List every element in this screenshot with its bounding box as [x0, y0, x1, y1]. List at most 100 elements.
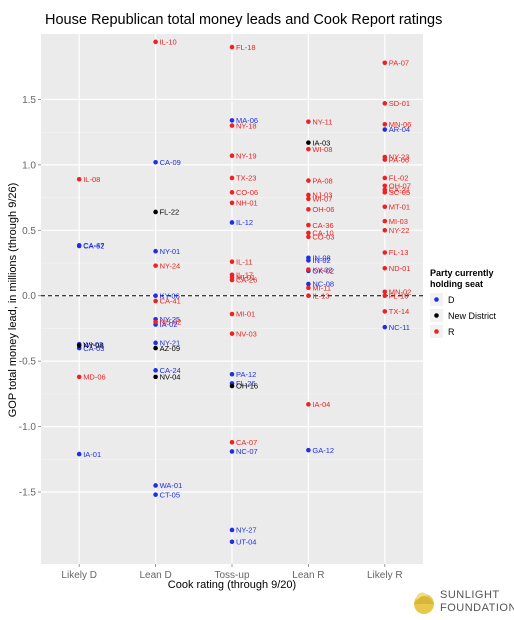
point-label: NC-07: [236, 447, 258, 456]
point-label: CA-07: [236, 438, 257, 447]
data-point: [229, 200, 235, 206]
point-label: IN-02: [312, 256, 330, 265]
point-label: TX-23: [236, 174, 256, 183]
point-label: CT-05: [160, 490, 180, 499]
data-point: [229, 153, 235, 159]
point-label: IL-10: [160, 38, 177, 47]
data-point: [229, 220, 235, 225]
point-label: FL-13: [389, 248, 409, 257]
data-point: [306, 267, 311, 272]
data-point: [153, 298, 158, 304]
point-label: NC-11: [389, 323, 410, 332]
chart-title: House Republican total money leads and C…: [45, 12, 442, 28]
legend-entry-label: R: [448, 327, 455, 337]
data-point: [153, 483, 158, 488]
point-label: IA-02: [160, 320, 178, 329]
point-label: MT-01: [389, 202, 410, 211]
point-label: NY-21: [160, 339, 181, 348]
point-label: MN-02: [389, 288, 412, 297]
point-label: MI-01: [236, 310, 255, 319]
point-label: CA-09: [160, 158, 181, 167]
point-label: NY-27: [236, 526, 257, 535]
point-label: NY-24: [160, 261, 181, 270]
data-point: [382, 204, 388, 210]
data-point: [153, 159, 158, 165]
point-label: OH-07: [389, 182, 411, 191]
data-point: [306, 119, 311, 124]
data-point: [382, 289, 388, 295]
point-label: IA-03: [312, 138, 330, 147]
point-label: WI-08: [312, 145, 332, 154]
data-point: [382, 265, 388, 271]
point-label: OK-02: [312, 267, 334, 276]
point-label: ND-01: [389, 264, 411, 273]
y-axis-label: GOP total money lead, in millions (throu…: [7, 183, 19, 418]
data-point: [153, 368, 158, 373]
point-label: WI-03: [83, 340, 103, 349]
data-point: [229, 371, 235, 377]
point-label: IL-12: [236, 218, 253, 227]
legend-swatch: [434, 297, 439, 302]
data-point: [229, 175, 235, 181]
data-point: [229, 383, 235, 389]
point-label: IL-11: [236, 257, 253, 266]
data-point: [153, 374, 158, 380]
data-point: [306, 230, 311, 236]
brand-line2: FOUNDATION: [440, 602, 514, 614]
point-label: MI-01: [236, 273, 255, 282]
data-point: [382, 183, 388, 189]
data-point: [306, 196, 311, 202]
point-label: OH-06: [312, 205, 334, 214]
data-point: [382, 309, 388, 314]
point-label: OH-16: [236, 382, 258, 391]
point-label: CA-47: [83, 241, 104, 250]
data-point: [153, 39, 158, 45]
data-point: [229, 449, 235, 454]
data-point: [382, 190, 388, 195]
x-tick-label: Likely R: [367, 570, 403, 581]
point-label: UT-04: [236, 537, 256, 546]
point-label: CA-24: [160, 366, 181, 375]
brand-line1: SUNLIGHT: [440, 589, 500, 601]
data-point: [306, 285, 311, 291]
point-label: NY-01: [160, 247, 181, 256]
point-label: WI-07: [312, 195, 332, 204]
point-label: GA-12: [312, 446, 334, 455]
point-label: PA-07: [389, 58, 409, 67]
data-point: [306, 258, 311, 263]
point-label: MI-11: [312, 284, 331, 293]
x-axis-ticks: Likely D Lean D Toss-up Lean R Likely R: [61, 564, 403, 581]
point-label: KY-02: [312, 265, 332, 274]
data-point: [229, 439, 235, 445]
data-point: [229, 44, 235, 50]
point-label: FL-02: [389, 174, 409, 183]
point-label: IL-08: [83, 175, 100, 184]
point-label: NH-02: [160, 318, 182, 327]
point-label: NY-08: [83, 341, 104, 350]
point-label: MN-06: [389, 120, 412, 129]
point-label: CA-36: [312, 221, 333, 230]
point-label: IL-13: [312, 291, 329, 300]
point-label: IA-04: [312, 400, 330, 409]
point-label: MD-06: [83, 373, 106, 382]
data-point: [229, 527, 235, 533]
data-point: [229, 311, 235, 317]
data-point: [229, 118, 235, 123]
legend-swatch: [434, 329, 439, 334]
data-point: [306, 402, 311, 407]
data-point: [306, 140, 311, 145]
point-label: CO-06: [236, 188, 258, 197]
data-point: [306, 281, 311, 287]
data-point: [153, 293, 158, 299]
point-label: CA-21: [389, 185, 410, 194]
point-label: CA-10: [312, 229, 333, 238]
data-point: [229, 259, 235, 265]
x-tick-label: Lean R: [292, 570, 324, 581]
point-label: AZ-09: [160, 344, 180, 353]
point-label: TX-14: [389, 307, 409, 316]
point-label: NV-03: [236, 329, 257, 338]
sunlight-foundation-logo: SUNLIGHT FOUNDATION: [414, 589, 514, 614]
x-tick-label: Lean D: [139, 570, 171, 581]
data-point: [306, 447, 311, 453]
